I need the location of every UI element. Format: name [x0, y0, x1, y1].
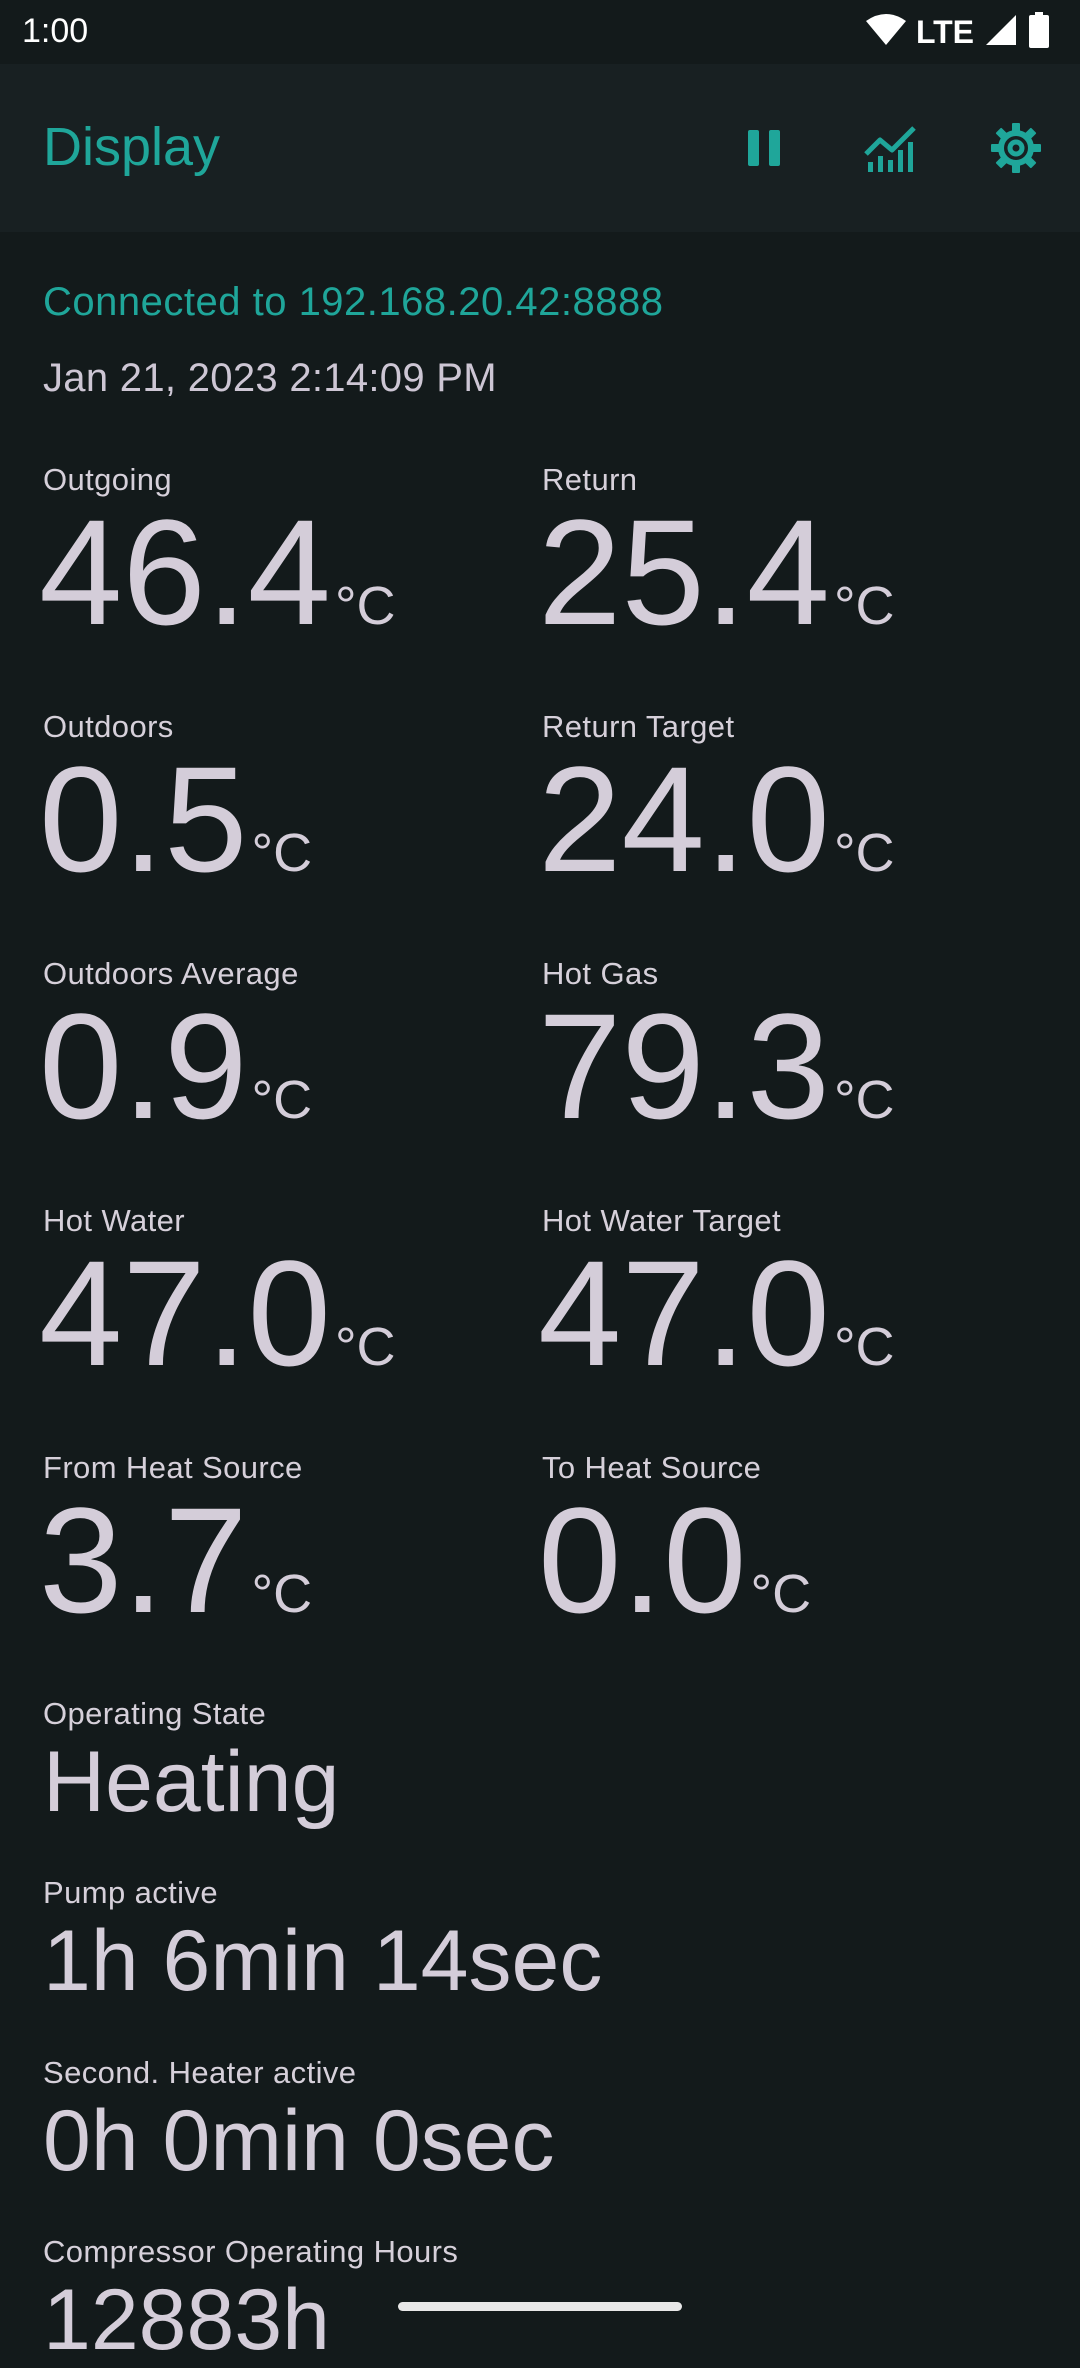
pump-active-label: Pump active: [43, 1875, 218, 1910]
gear-icon: [990, 122, 1042, 179]
metric-unit: °C: [833, 1317, 895, 1377]
compressor-hours-value: 12883h: [43, 2272, 330, 2368]
status-icons: LTE: [865, 11, 1050, 53]
wifi-icon: [865, 13, 906, 52]
pause-button[interactable]: [728, 114, 800, 186]
metric-value: 25.4: [538, 488, 830, 656]
metric-outdoors: Outdoors 0.5°C: [39, 709, 543, 949]
operating-state-label: Operating State: [43, 1696, 267, 1731]
network-type-label: LTE: [915, 13, 974, 50]
timestamp: Jan 21, 2023 2:14:09 PM: [43, 356, 497, 400]
chart-icon: [864, 124, 918, 177]
pause-icon: [746, 128, 782, 173]
metric-value: 0.9: [39, 982, 248, 1150]
second-heater-active: Second. Heater active 0h 0min 0sec: [43, 2055, 1043, 2189]
status-time: 1:00: [22, 12, 89, 50]
metric-return-target: Return Target 24.0°C: [538, 709, 1042, 949]
connection-status: Connected to 192.168.20.42:8888: [43, 280, 664, 324]
metric-label: To Heat Source: [542, 1450, 762, 1485]
metric-from-heat-source: From Heat Source 3.7°C: [39, 1450, 543, 1690]
metric-value: 0.0: [538, 1476, 747, 1644]
pump-active: Pump active 1h 6min 14sec: [43, 1875, 1043, 2009]
battery-icon: [1028, 11, 1050, 53]
metric-label: Outdoors Average: [43, 956, 299, 991]
metric-unit: °C: [334, 1317, 396, 1377]
operating-state-value: Heating: [43, 1734, 340, 1830]
metric-unit: °C: [833, 823, 895, 883]
metric-value: 47.0: [39, 1229, 331, 1397]
status-bar: 1:00 LTE: [0, 0, 1080, 64]
chart-button[interactable]: [855, 114, 927, 186]
metric-return: Return 25.4°C: [538, 462, 1042, 702]
metric-label: Return Target: [542, 709, 735, 744]
metric-hot-gas: Hot Gas 79.3°C: [538, 956, 1042, 1196]
signal-icon: [984, 13, 1018, 52]
metric-value: 46.4: [39, 488, 331, 656]
metric-outdoors-average: Outdoors Average 0.9°C: [39, 956, 543, 1196]
metric-unit: °C: [251, 1564, 313, 1624]
metric-unit: °C: [334, 576, 396, 636]
metric-outgoing: Outgoing 46.4°C: [39, 462, 543, 702]
gesture-nav-handle[interactable]: [398, 2302, 682, 2311]
page-title: Display: [43, 117, 221, 177]
metric-label: Outdoors: [43, 709, 174, 744]
metric-unit: °C: [251, 823, 313, 883]
metric-value: 24.0: [538, 735, 830, 903]
metric-label: Hot Water Target: [542, 1203, 781, 1238]
second-heater-label: Second. Heater active: [43, 2055, 357, 2090]
metric-label: Outgoing: [43, 462, 173, 497]
metric-hot-water-target: Hot Water Target 47.0°C: [538, 1203, 1042, 1443]
metric-value: 0.5: [39, 735, 248, 903]
operating-state: Operating State Heating: [43, 1696, 1043, 1830]
metric-to-heat-source: To Heat Source 0.0°C: [538, 1450, 1042, 1690]
pump-active-value: 1h 6min 14sec: [43, 1913, 603, 2009]
second-heater-value: 0h 0min 0sec: [43, 2093, 555, 2189]
metric-label: From Heat Source: [43, 1450, 303, 1485]
metric-unit: °C: [750, 1564, 812, 1624]
metric-unit: °C: [251, 1070, 313, 1130]
main-content: Connected to 192.168.20.42:8888 Jan 21, …: [0, 232, 1080, 2368]
compressor-operating-hours: Compressor Operating Hours 12883h: [43, 2234, 1043, 2368]
metric-value: 3.7: [39, 1476, 248, 1644]
metric-value: 47.0: [538, 1229, 830, 1397]
metric-label: Hot Gas: [542, 956, 659, 991]
settings-button[interactable]: [980, 114, 1052, 186]
app-bar: Display: [0, 64, 1080, 232]
metric-unit: °C: [833, 1070, 895, 1130]
metric-unit: °C: [833, 576, 895, 636]
metric-label: Hot Water: [43, 1203, 185, 1238]
metric-value: 79.3: [538, 982, 830, 1150]
compressor-hours-label: Compressor Operating Hours: [43, 2234, 459, 2269]
metric-hot-water: Hot Water 47.0°C: [39, 1203, 543, 1443]
metric-label: Return: [542, 462, 638, 497]
